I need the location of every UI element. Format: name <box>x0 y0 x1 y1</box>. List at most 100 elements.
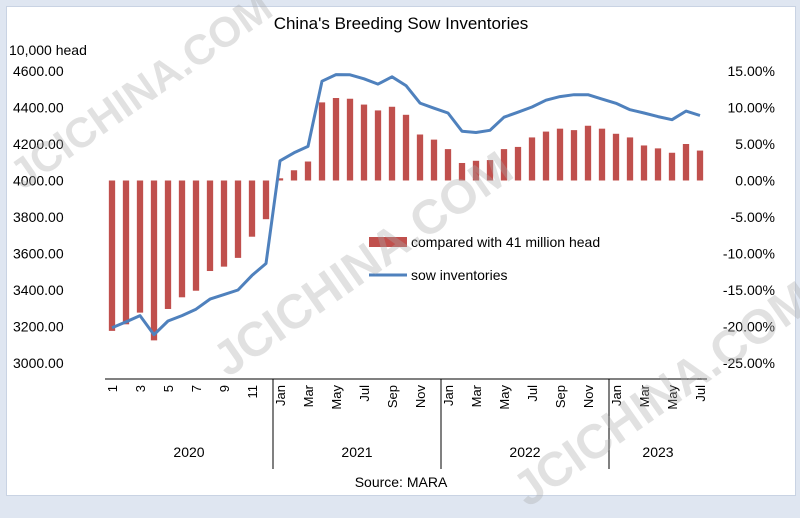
bar <box>696 150 704 181</box>
left-tick-label: 3200.00 <box>13 319 64 335</box>
right-tick-label: -10.00% <box>723 246 775 262</box>
tick-labels: 4600.00 4400.00 4200.00 4000.00 3800.00 3600.… <box>13 63 775 460</box>
bar <box>136 180 144 313</box>
x-tick-label: May <box>665 385 680 410</box>
left-tick-label: 3600.00 <box>13 246 64 262</box>
bar <box>612 133 620 181</box>
bar <box>206 180 214 272</box>
left-tick-label: 4400.00 <box>13 100 64 116</box>
bar-series <box>108 98 704 341</box>
bar <box>388 106 396 181</box>
bar <box>528 137 536 181</box>
bar <box>430 139 438 181</box>
x-tick-label: Mar <box>637 384 652 407</box>
bar <box>444 149 452 181</box>
year-label: 2023 <box>642 444 673 460</box>
year-label: 2022 <box>509 444 540 460</box>
bar <box>416 134 424 181</box>
bar <box>584 125 592 181</box>
x-tick-label: Jul <box>357 385 372 402</box>
right-tick-label: -25.00% <box>723 355 775 371</box>
chart-title: China's Breeding Sow Inventories <box>274 14 529 33</box>
bar <box>402 114 410 181</box>
source-note: Source: MARA <box>355 474 448 490</box>
bar <box>234 180 242 258</box>
left-tick-label: 3400.00 <box>13 282 64 298</box>
x-tick-label: Jul <box>525 385 540 402</box>
right-tick-label: 5.00% <box>735 136 775 152</box>
bar <box>458 162 466 181</box>
bar <box>626 137 634 181</box>
legend: compared with 41 million head sow invent… <box>369 234 600 283</box>
bar <box>360 104 368 181</box>
x-tick-label: Nov <box>581 385 596 409</box>
bar <box>640 145 648 181</box>
right-tick-label: -5.00% <box>731 209 775 225</box>
bar <box>262 180 270 220</box>
bar <box>668 152 676 181</box>
legend-line-label: sow inventories <box>411 267 508 283</box>
bar <box>304 161 312 181</box>
bar <box>500 149 508 181</box>
x-tick-label: Mar <box>469 384 484 407</box>
x-tick-label: Nov <box>413 385 428 409</box>
bar <box>178 180 186 298</box>
year-label: 2020 <box>173 444 204 460</box>
bar <box>682 144 690 181</box>
x-tick-label: Jan <box>609 385 624 406</box>
bar <box>192 180 200 291</box>
sow-inventory-line <box>111 73 701 337</box>
left-tick-label: 3800.00 <box>13 209 64 225</box>
bar <box>654 148 662 181</box>
left-tick-label: 4000.00 <box>13 173 64 189</box>
year-label: 2021 <box>341 444 372 460</box>
bar <box>150 180 158 341</box>
bar <box>164 180 172 309</box>
left-axis-unit: 10,000 head <box>9 42 87 58</box>
bar <box>220 180 228 267</box>
legend-bar-label: compared with 41 million head <box>411 234 600 250</box>
bar <box>122 180 130 325</box>
bar <box>276 178 284 181</box>
right-tick-label: -20.00% <box>723 319 775 335</box>
bar <box>542 131 550 181</box>
bar <box>290 170 298 181</box>
x-tick-label: 5 <box>161 385 176 392</box>
x-tick-label: Jan <box>441 385 456 406</box>
bar <box>332 98 340 181</box>
left-tick-label: 4600.00 <box>13 63 64 79</box>
x-tick-label: Mar <box>301 384 316 407</box>
left-tick-label: 4200.00 <box>13 136 64 152</box>
bar <box>346 98 354 181</box>
bar <box>374 110 382 181</box>
bar <box>248 180 256 237</box>
chart-svg: China's Breeding Sow Inventories 10,000 … <box>9 14 775 490</box>
bar <box>598 128 606 181</box>
x-tick-label: Sep <box>553 385 568 408</box>
x-tick-label: Sep <box>385 385 400 408</box>
line-series <box>111 73 701 337</box>
x-tick-label: May <box>329 385 344 410</box>
bar <box>486 160 494 181</box>
bar <box>472 160 480 181</box>
right-tick-label: 0.00% <box>735 173 775 189</box>
bar <box>318 102 326 181</box>
bar <box>570 130 578 181</box>
x-tick-label: 7 <box>189 385 204 392</box>
left-tick-label: 3000.00 <box>13 355 64 371</box>
right-tick-label: -15.00% <box>723 282 775 298</box>
bar <box>556 128 564 181</box>
x-tick-label: Jan <box>273 385 288 406</box>
x-tick-label: 11 <box>245 385 260 399</box>
legend-bar-swatch <box>369 237 407 247</box>
x-tick-label: Jul <box>693 385 708 402</box>
right-tick-label: 15.00% <box>728 63 775 79</box>
bar <box>514 146 522 181</box>
x-tick-label: 9 <box>217 385 232 392</box>
right-tick-label: 10.00% <box>728 100 775 116</box>
x-tick-label: 1 <box>105 385 120 392</box>
axis-layer <box>105 378 707 469</box>
x-tick-label: 3 <box>133 385 148 392</box>
x-tick-label: May <box>497 385 512 410</box>
